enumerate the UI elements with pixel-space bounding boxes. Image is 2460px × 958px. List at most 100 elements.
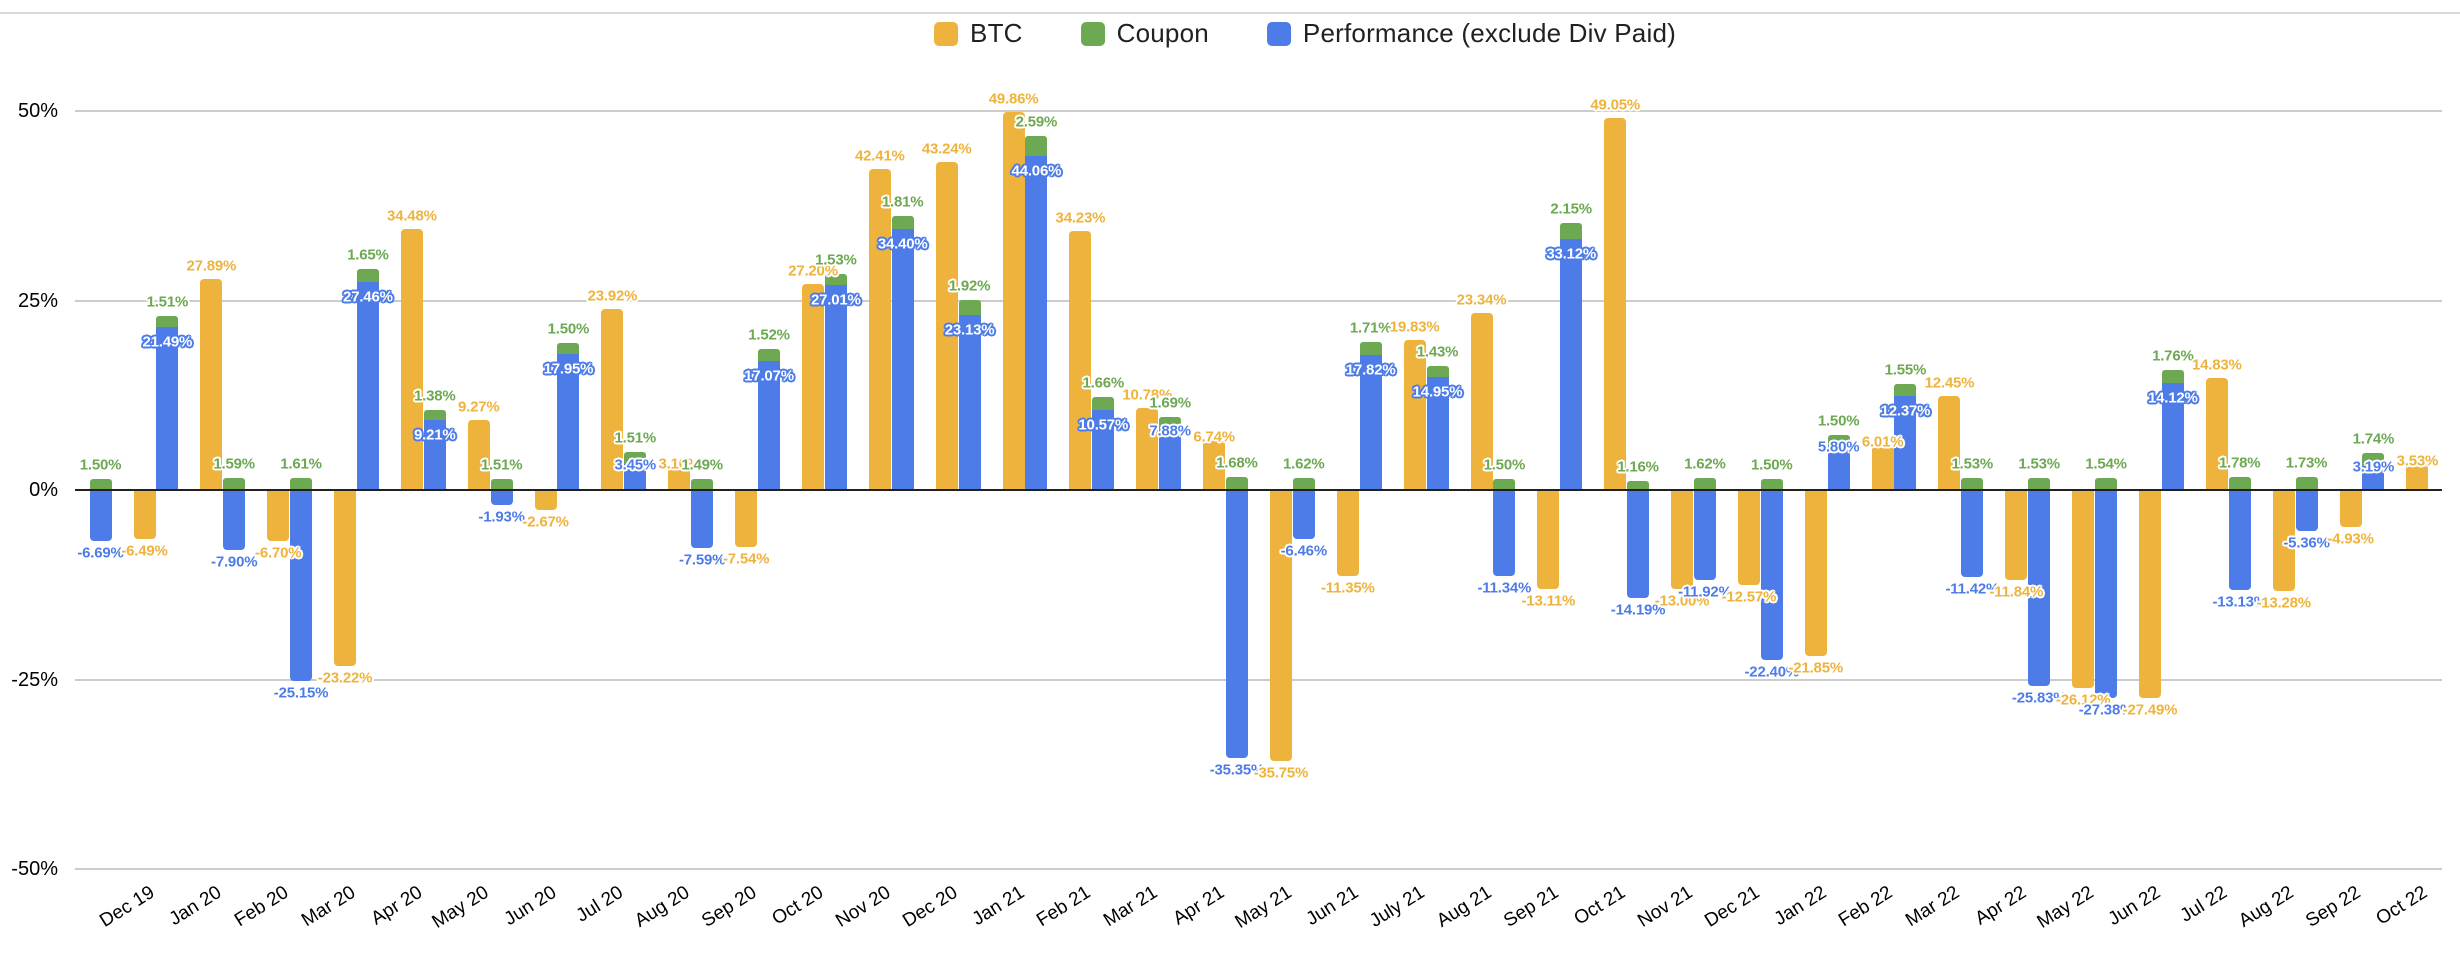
bar-btc[interactable] [1002,112,1025,490]
bar-coupon[interactable] [2362,452,2385,466]
bar-btc[interactable] [802,283,824,490]
bar-coupon[interactable] [1827,434,1850,447]
bar-performance[interactable] [1359,354,1382,490]
bar-btc[interactable] [735,490,758,548]
bar-coupon[interactable] [624,452,647,464]
bar-performance[interactable] [1292,490,1315,539]
bar-coupon[interactable] [1225,477,1248,490]
bar-performance[interactable] [2228,490,2251,590]
bar-performance[interactable] [691,490,714,548]
bar-coupon[interactable] [356,269,379,282]
bar-performance[interactable] [1560,238,1583,490]
legend-item-coupon[interactable]: Coupon [1080,18,1209,49]
bar-coupon[interactable] [691,478,714,490]
bar-btc[interactable] [1604,118,1627,490]
bar-coupon[interactable] [423,409,446,421]
bar-performance[interactable] [758,360,780,490]
bar-btc[interactable] [1470,313,1493,490]
bar-performance[interactable] [156,327,179,490]
bar-coupon[interactable] [1092,397,1115,410]
bar-performance[interactable] [223,490,246,550]
bar-btc[interactable] [2339,490,2362,528]
bar-performance[interactable] [1225,490,1248,758]
bar-coupon[interactable] [2161,369,2184,383]
bar-performance[interactable] [356,281,379,490]
bar-coupon[interactable] [1493,478,1516,490]
legend-item-performance[interactable]: Performance (exclude Div Paid) [1266,18,1676,49]
bar-btc[interactable] [2139,490,2161,699]
legend-item-btc[interactable]: BTC [934,18,1023,49]
bar-coupon[interactable] [1760,478,1783,490]
bar-coupon[interactable] [89,478,112,490]
bar-performance[interactable] [490,490,513,505]
bar-performance[interactable] [1092,409,1115,490]
bar-btc[interactable] [1804,490,1827,656]
bar-performance[interactable] [1627,490,1650,598]
bar-btc[interactable] [1203,438,1226,490]
bar-btc[interactable] [1938,395,1961,490]
bar-performance[interactable] [2161,382,2184,490]
bar-coupon[interactable] [824,273,847,286]
bar-coupon[interactable] [1560,222,1583,239]
bar-performance[interactable] [958,314,981,490]
bar-btc[interactable] [334,490,357,666]
bar-coupon[interactable] [223,477,246,490]
bar-btc[interactable] [467,419,490,490]
bar-btc[interactable] [2406,463,2429,490]
bar-coupon[interactable] [1025,136,1048,157]
bar-performance[interactable] [1693,490,1716,581]
bar-performance[interactable] [891,229,914,490]
bar-btc[interactable] [868,168,891,490]
bar-btc[interactable] [2072,490,2095,688]
bar-coupon[interactable] [290,477,313,490]
bar-btc[interactable] [1336,490,1359,577]
bar-coupon[interactable] [1159,417,1182,431]
bar-btc[interactable] [935,162,958,490]
bar-btc[interactable] [668,466,691,490]
bar-coupon[interactable] [1292,477,1315,490]
bar-btc[interactable] [2205,377,2228,490]
bar-btc[interactable] [133,490,156,540]
bar-performance[interactable] [1894,396,1917,490]
bar-coupon[interactable] [2028,478,2051,490]
bar-performance[interactable] [1827,446,1850,490]
bar-coupon[interactable] [156,315,179,328]
bar-coupon[interactable] [2095,478,2117,490]
bar-btc[interactable] [1403,339,1426,490]
bar-coupon[interactable] [557,342,580,354]
bar-coupon[interactable] [2228,476,2251,490]
bar-coupon[interactable] [1693,477,1716,490]
bar-performance[interactable] [557,353,580,490]
bar-performance[interactable] [1760,490,1783,660]
bar-performance[interactable] [2095,490,2117,698]
bar-performance[interactable] [1493,490,1516,576]
bar-performance[interactable] [290,490,313,681]
bar-coupon[interactable] [490,478,513,490]
bar-btc[interactable] [400,228,423,490]
bar-coupon[interactable] [1627,481,1650,490]
bar-performance[interactable] [624,463,647,490]
bar-performance[interactable] [2362,465,2385,490]
bar-coupon[interactable] [758,349,780,361]
bar-performance[interactable] [89,490,112,541]
bar-btc[interactable] [2272,490,2295,591]
bar-coupon[interactable] [1961,478,1984,490]
bar-btc[interactable] [1871,444,1894,490]
bar-coupon[interactable] [1359,341,1382,355]
bar-btc[interactable] [1537,490,1560,590]
bar-btc[interactable] [1069,230,1092,490]
bar-performance[interactable] [2028,490,2051,686]
bar-performance[interactable] [423,420,446,490]
bar-coupon[interactable] [1426,365,1449,377]
bar-btc[interactable] [1671,490,1694,589]
bar-btc[interactable] [601,308,624,490]
bar-btc[interactable] [534,490,557,511]
bar-performance[interactable] [2295,490,2318,531]
bar-btc[interactable] [2005,490,2028,580]
bar-performance[interactable] [1961,490,1984,577]
bar-performance[interactable] [1025,156,1048,490]
bar-coupon[interactable] [1894,384,1917,397]
bar-coupon[interactable] [891,215,914,230]
bar-performance[interactable] [1426,376,1449,490]
bar-performance[interactable] [824,285,847,490]
